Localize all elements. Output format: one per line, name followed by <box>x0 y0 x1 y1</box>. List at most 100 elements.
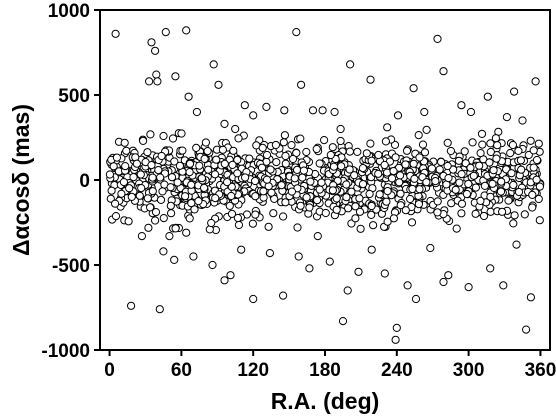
data-point <box>187 180 196 189</box>
data-point <box>329 162 338 171</box>
data-point <box>367 245 376 254</box>
data-point <box>510 211 519 220</box>
data-point <box>462 189 471 199</box>
data-point <box>409 84 418 93</box>
data-point <box>279 291 288 300</box>
data-point <box>395 178 404 187</box>
data-point <box>296 201 305 210</box>
data-point <box>528 203 537 212</box>
data-point <box>353 147 362 156</box>
data-point <box>161 27 170 37</box>
data-point <box>139 136 148 145</box>
data-point <box>281 198 290 207</box>
data-point <box>197 174 206 183</box>
data-point <box>466 163 475 172</box>
data-point <box>187 199 196 208</box>
data-point <box>526 293 536 302</box>
data-point <box>189 252 198 261</box>
data-point <box>211 194 220 203</box>
data-point <box>369 221 378 230</box>
data-point <box>431 177 440 186</box>
data-point <box>529 163 538 172</box>
data-point <box>486 207 495 216</box>
data-point <box>121 162 130 171</box>
data-point <box>374 150 383 160</box>
data-point <box>184 92 193 101</box>
data-point <box>227 182 236 191</box>
data-point <box>507 169 516 178</box>
data-point <box>475 161 484 170</box>
data-point <box>330 107 339 117</box>
data-point <box>427 164 436 173</box>
data-point <box>280 131 289 140</box>
data-point <box>299 166 308 175</box>
data-point <box>455 178 464 187</box>
data-point <box>534 194 543 204</box>
data-point <box>220 119 229 129</box>
data-point <box>168 134 178 143</box>
data-point <box>214 80 223 89</box>
data-point <box>280 106 289 115</box>
y-tick-label: 0 <box>79 171 90 192</box>
data-point <box>518 116 527 125</box>
data-point <box>351 214 360 223</box>
x-tick-label: 120 <box>237 360 269 381</box>
data-point <box>439 67 448 76</box>
data-point <box>175 161 184 170</box>
data-point <box>365 189 374 199</box>
data-point <box>491 134 500 143</box>
data-point <box>401 206 410 215</box>
data-point <box>502 113 511 122</box>
data-point <box>234 134 243 143</box>
data-point <box>422 125 431 134</box>
data-point <box>302 147 311 157</box>
data-point <box>380 269 389 278</box>
data-point <box>493 141 502 150</box>
data-point <box>325 257 334 266</box>
data-point <box>159 214 168 223</box>
data-point <box>265 249 274 258</box>
data-point <box>226 271 235 280</box>
data-point <box>532 155 542 165</box>
data-point <box>336 136 345 146</box>
data-point <box>422 178 431 187</box>
data-point <box>293 165 302 174</box>
data-point <box>478 140 487 149</box>
data-point <box>147 161 156 170</box>
data-point <box>356 224 365 233</box>
data-point <box>414 131 423 140</box>
data-point <box>251 176 260 186</box>
data-point <box>492 154 501 163</box>
data-point <box>443 161 452 171</box>
data-point <box>391 153 400 162</box>
data-point <box>212 155 221 164</box>
data-point <box>532 175 541 184</box>
data-point <box>201 138 210 147</box>
data-point <box>355 207 365 216</box>
data-point <box>262 102 271 112</box>
data-point <box>321 208 330 218</box>
data-point <box>132 159 141 168</box>
data-point <box>367 156 376 165</box>
data-point <box>225 201 234 210</box>
data-point <box>170 255 179 264</box>
data-point <box>420 148 430 157</box>
data-point <box>209 60 218 69</box>
data-point <box>156 195 166 204</box>
data-point <box>306 177 315 186</box>
data-point <box>476 149 485 158</box>
data-point <box>185 168 194 177</box>
data-point <box>151 216 160 225</box>
data-point <box>159 131 168 141</box>
data-point <box>402 146 412 155</box>
data-point <box>516 156 526 165</box>
data-point <box>506 149 515 158</box>
data-point <box>135 191 144 200</box>
data-point <box>167 173 177 182</box>
data-point <box>177 129 186 138</box>
data-point <box>457 199 467 208</box>
data-point <box>167 209 176 218</box>
x-tick-label: 180 <box>309 360 341 381</box>
y-tick-label: -500 <box>52 256 90 277</box>
data-point <box>488 179 497 188</box>
